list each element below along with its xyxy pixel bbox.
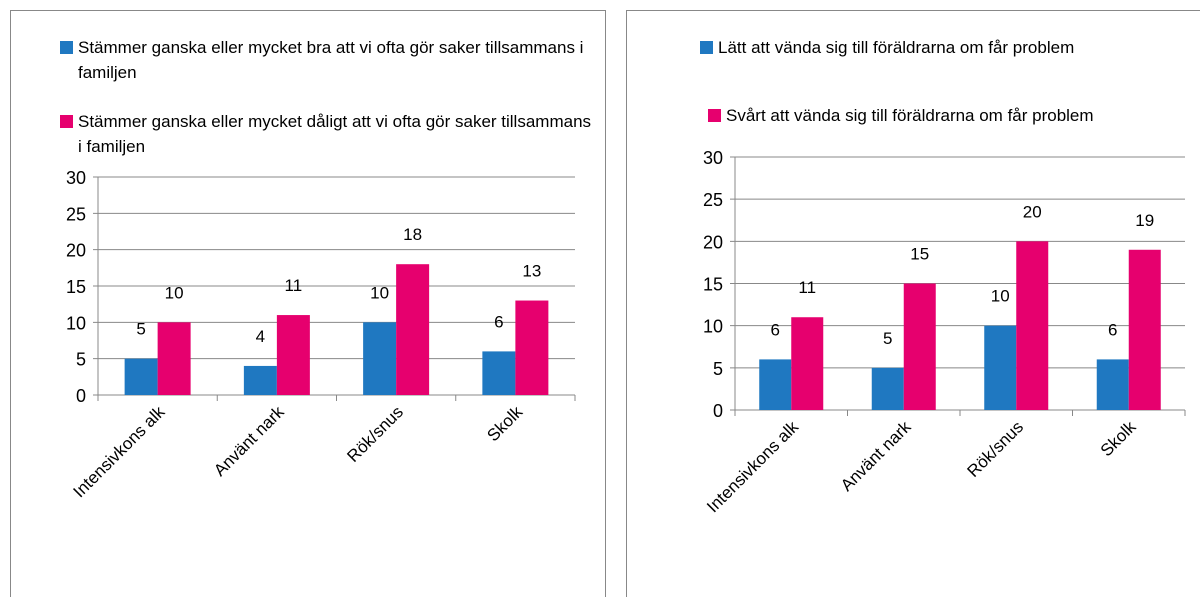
panel-border xyxy=(10,10,606,597)
data-label: 11 xyxy=(285,276,303,295)
y-tick-label: 20 xyxy=(66,241,86,261)
y-tick-label: 10 xyxy=(703,317,723,337)
legend-swatch xyxy=(60,115,73,128)
data-label: 19 xyxy=(1135,211,1154,230)
data-label: 6 xyxy=(771,320,780,339)
bar xyxy=(759,359,792,410)
x-tick-label: Rök/snus xyxy=(964,417,1028,481)
y-tick-label: 15 xyxy=(66,277,86,297)
data-label: 6 xyxy=(494,312,503,331)
legend-entry: Lätt att vända sig till föräldrarna om f… xyxy=(700,35,1200,60)
bar xyxy=(482,351,516,395)
legend-entry: Stämmer ganska eller mycket dåligt att v… xyxy=(60,109,598,159)
y-tick-label: 0 xyxy=(713,401,723,421)
bar xyxy=(903,283,936,410)
legend-entry: Svårt att vända sig till föräldrarna om … xyxy=(708,103,1200,128)
data-label: 5 xyxy=(136,320,145,339)
bar xyxy=(396,264,430,395)
y-tick-label: 0 xyxy=(76,386,86,406)
legend-swatch xyxy=(708,109,721,122)
legend-label: Svårt att vända sig till föräldrarna om … xyxy=(726,106,1094,125)
data-label: 10 xyxy=(370,283,389,302)
data-label: 15 xyxy=(910,245,929,264)
legend-swatch xyxy=(700,41,713,54)
data-label: 18 xyxy=(403,225,422,244)
bar xyxy=(871,367,904,410)
data-label: 20 xyxy=(1023,202,1042,221)
legend-swatch xyxy=(60,41,73,54)
data-label: 13 xyxy=(522,262,541,281)
x-tick-label: Skolk xyxy=(483,402,526,445)
legend-label: Lätt att vända sig till föräldrarna om f… xyxy=(718,38,1075,57)
y-tick-label: 10 xyxy=(66,313,86,333)
x-tick-label: Intensivkons alk xyxy=(703,417,802,516)
bar xyxy=(1096,359,1129,410)
legend-label: Stämmer ganska eller mycket bra att vi o… xyxy=(78,38,584,82)
data-label: 5 xyxy=(883,329,892,348)
x-tick-label: Intensivkons alk xyxy=(69,402,168,501)
x-tick-label: Skolk xyxy=(1097,417,1140,460)
data-label: 11 xyxy=(798,278,816,297)
data-label: 4 xyxy=(256,327,265,346)
bar xyxy=(791,317,824,410)
data-label: 10 xyxy=(165,283,184,302)
bar xyxy=(984,325,1017,410)
y-tick-label: 30 xyxy=(66,168,86,188)
bar xyxy=(515,300,549,395)
bar xyxy=(124,358,158,395)
bar xyxy=(157,322,191,395)
data-label: 6 xyxy=(1108,320,1117,339)
y-tick-label: 20 xyxy=(703,232,723,252)
y-tick-label: 25 xyxy=(703,190,723,210)
x-tick-label: Använt nark xyxy=(837,417,915,495)
bar xyxy=(243,365,277,395)
y-tick-label: 30 xyxy=(703,148,723,168)
panel-border xyxy=(626,10,1200,597)
bar xyxy=(276,315,310,395)
legend-label: Stämmer ganska eller mycket dåligt att v… xyxy=(78,112,592,156)
bar xyxy=(1128,249,1161,410)
y-tick-label: 15 xyxy=(703,275,723,295)
bar xyxy=(363,322,397,395)
bar xyxy=(1016,241,1049,410)
y-tick-label: 25 xyxy=(66,204,86,224)
x-tick-label: Använt nark xyxy=(210,402,288,480)
y-tick-label: 5 xyxy=(713,359,723,379)
legend-entry: Stämmer ganska eller mycket bra att vi o… xyxy=(60,35,598,85)
y-tick-label: 5 xyxy=(76,350,86,370)
data-label: 10 xyxy=(991,287,1010,306)
x-tick-label: Rök/snus xyxy=(343,402,407,466)
